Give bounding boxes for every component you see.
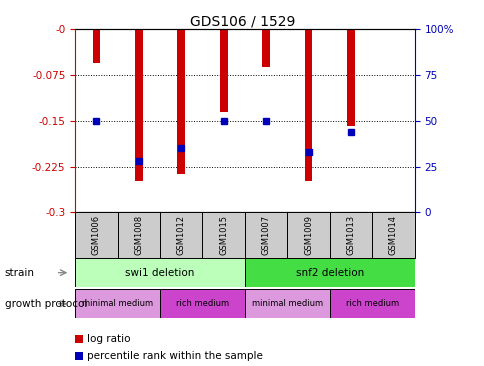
Text: GDS106 / 1529: GDS106 / 1529 [189,15,295,29]
Bar [75,289,160,318]
Text: GSM1015: GSM1015 [219,215,228,255]
Text: rich medium: rich medium [176,299,228,308]
Bar [347,29,354,126]
Bar [244,212,287,258]
Bar [75,258,244,287]
Bar [372,212,414,258]
Text: GSM1013: GSM1013 [346,215,355,255]
Text: minimal medium: minimal medium [82,299,153,308]
Bar [219,29,227,112]
Text: percentile rank within the sample: percentile rank within the sample [87,351,263,361]
Text: GSM1014: GSM1014 [388,215,397,255]
Text: GSM1008: GSM1008 [134,215,143,255]
Bar [160,212,202,258]
Text: snf2 deletion: snf2 deletion [295,268,363,278]
Text: GSM1007: GSM1007 [261,215,270,255]
Bar [202,212,244,258]
Bar [287,212,329,258]
Text: minimal medium: minimal medium [251,299,322,308]
Bar [329,289,414,318]
Text: strain: strain [5,268,35,278]
Bar [92,29,100,63]
Text: swi1 deletion: swi1 deletion [125,268,195,278]
Text: log ratio: log ratio [87,333,131,344]
Bar [135,29,142,180]
Text: GSM1009: GSM1009 [303,215,313,255]
Bar [304,29,312,180]
Text: GSM1006: GSM1006 [91,215,101,255]
Bar [329,212,372,258]
Bar [244,258,414,287]
Bar [117,212,160,258]
Bar [262,29,270,67]
Bar [75,212,117,258]
Text: rich medium: rich medium [345,299,398,308]
Text: growth protocol: growth protocol [5,299,87,309]
Bar [160,289,244,318]
Bar [177,29,185,175]
Bar [244,289,329,318]
Text: GSM1012: GSM1012 [176,215,185,255]
